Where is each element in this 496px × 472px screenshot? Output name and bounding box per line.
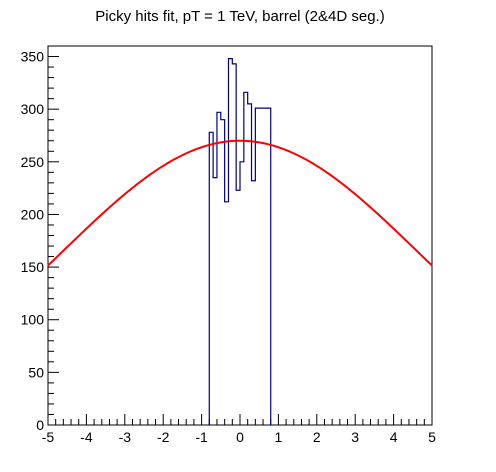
x-tick-label: 2: [313, 429, 321, 445]
histogram-bin: [252, 181, 256, 425]
histogram-series: [208, 58, 272, 425]
x-tick-label: 1: [275, 429, 283, 445]
x-tick-label: -2: [157, 429, 170, 445]
y-tick-label: 250: [21, 154, 45, 170]
y-tick-label: 50: [28, 364, 44, 380]
x-tick-label: -4: [80, 429, 93, 445]
plot-axes: [47, 45, 433, 426]
x-tick-label: 3: [351, 429, 359, 445]
x-tick-label: 5: [428, 429, 436, 445]
y-tick-label: 300: [21, 101, 45, 117]
histogram-outline: [208, 58, 272, 425]
x-tick-label: -1: [195, 429, 208, 445]
chart-title: Picky hits fit, pT = 1 TeV, barrel (2&4D…: [95, 8, 385, 25]
x-tick-label: -3: [119, 429, 132, 445]
y-tick-label: 100: [21, 312, 45, 328]
y-tick-label: 0: [36, 417, 44, 433]
histogram-bin: [225, 202, 229, 425]
histogram-bin: [236, 190, 240, 425]
plot-frame: [47, 45, 433, 426]
fit-curve: [47, 139, 433, 267]
x-tick-label: 0: [236, 429, 244, 445]
histogram-bin: [213, 178, 217, 425]
y-tick-label: 350: [21, 49, 45, 65]
histogram-bin: [240, 162, 244, 425]
x-tick-label: 4: [390, 429, 398, 445]
x-tick-label: -5: [42, 429, 55, 445]
fit-curve-series: [47, 139, 433, 267]
y-tick-label: 150: [21, 259, 45, 275]
y-tick-label: 200: [21, 206, 45, 222]
